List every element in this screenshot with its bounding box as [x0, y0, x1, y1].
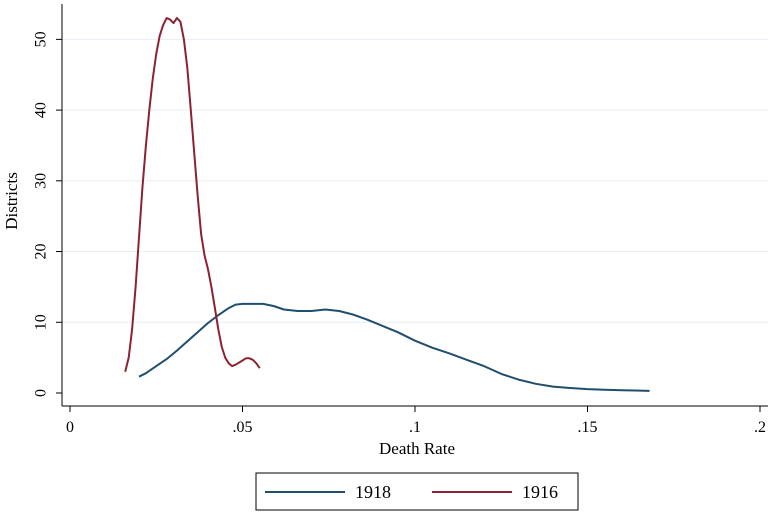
legend-label-1918: 1918 [355, 482, 391, 502]
x-tick-label: .15 [578, 419, 598, 436]
series-layer [124, 17, 650, 392]
series-line-1916 [124, 17, 261, 373]
x-tick-label: .2 [754, 419, 766, 436]
series-line-1918 [138, 302, 650, 392]
x-tick-label: .05 [233, 419, 253, 436]
x-axis-label: Death Rate [379, 439, 455, 458]
y-tick-label: 10 [33, 314, 50, 330]
x-tick-label: .1 [409, 419, 421, 436]
x-tick-label: 0 [66, 419, 74, 436]
grid [62, 38, 768, 323]
axes [61, 4, 768, 407]
legend-label-1916: 1916 [522, 482, 558, 502]
legend: 1918 1916 [255, 472, 579, 511]
y-axis-label: Districts [2, 172, 21, 230]
y-tick-label: 0 [33, 389, 50, 397]
ticks: 0 10 20 30 40 50 0 .05 .1 .15 .2 [33, 31, 766, 436]
y-tick-label: 50 [33, 31, 50, 47]
legend-box [255, 472, 579, 511]
y-tick-label: 20 [33, 244, 50, 260]
y-tick-label: 30 [33, 173, 50, 189]
y-tick-label: 40 [33, 102, 50, 118]
